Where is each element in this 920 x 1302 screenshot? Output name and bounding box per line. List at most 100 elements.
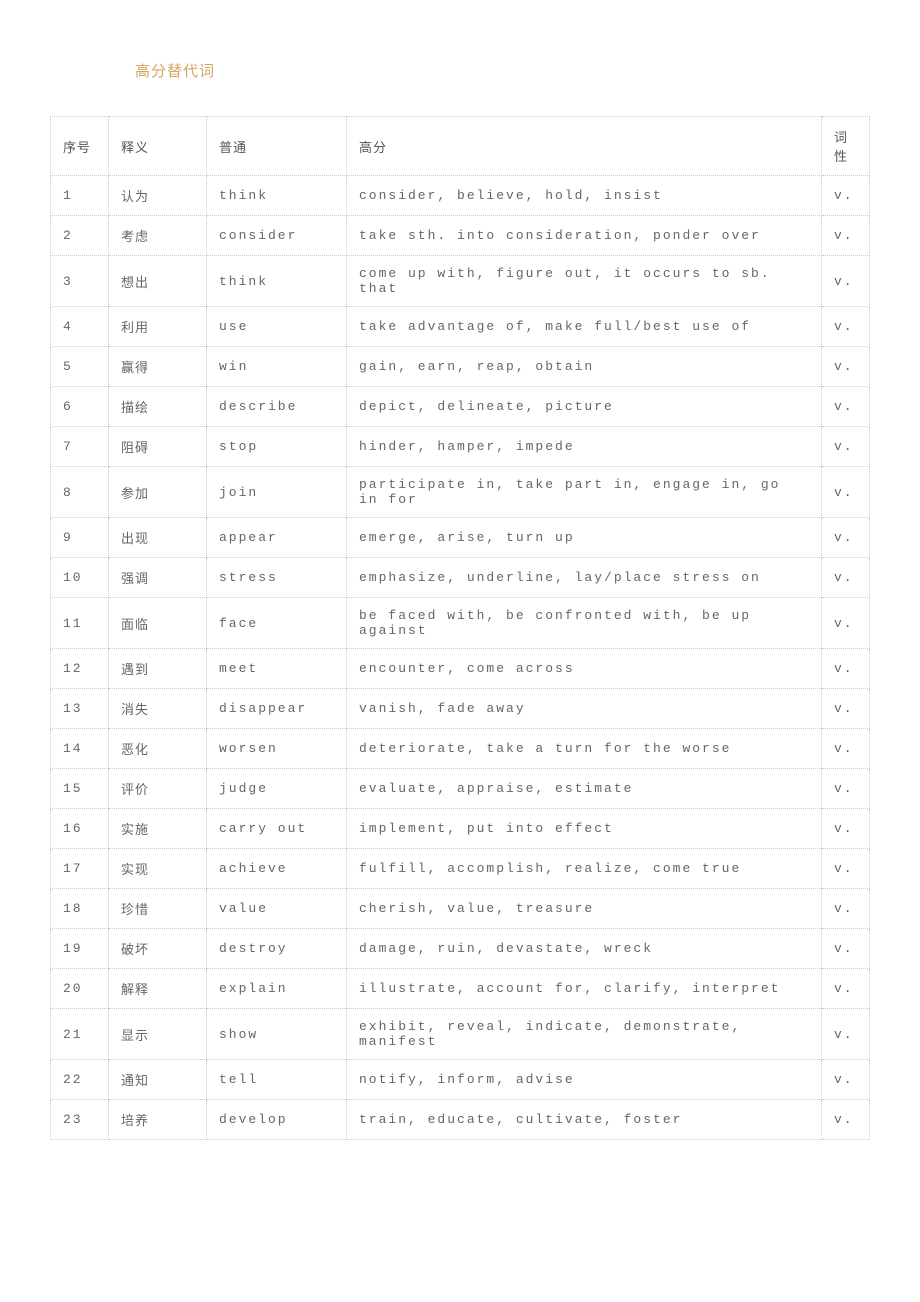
table-row: 10强调stressemphasize, underline, lay/plac…: [51, 558, 870, 598]
table-header-row: 序号 释义 普通 高分 词性: [51, 117, 870, 176]
cell-pos: v.: [822, 889, 870, 929]
cell-meaning: 通知: [109, 1060, 207, 1100]
page-title: 高分替代词: [135, 60, 870, 81]
cell-num: 5: [51, 347, 109, 387]
cell-num: 2: [51, 216, 109, 256]
cell-high: be faced with, be confronted with, be up…: [347, 598, 822, 649]
cell-pos: v.: [822, 216, 870, 256]
cell-common: join: [207, 467, 347, 518]
cell-pos: v.: [822, 809, 870, 849]
cell-num: 21: [51, 1009, 109, 1060]
table-row: 9出现appearemerge, arise, turn upv.: [51, 518, 870, 558]
cell-num: 11: [51, 598, 109, 649]
cell-pos: v.: [822, 1100, 870, 1140]
cell-common: think: [207, 176, 347, 216]
cell-high: encounter, come across: [347, 649, 822, 689]
cell-high: exhibit, reveal, indicate, demonstrate, …: [347, 1009, 822, 1060]
cell-high: depict, delineate, picture: [347, 387, 822, 427]
table-row: 13消失disappearvanish, fade awayv.: [51, 689, 870, 729]
cell-common: win: [207, 347, 347, 387]
cell-meaning: 描绘: [109, 387, 207, 427]
cell-high: cherish, value, treasure: [347, 889, 822, 929]
header-pos: 词性: [822, 117, 870, 176]
cell-common: tell: [207, 1060, 347, 1100]
table-row: 8参加joinparticipate in, take part in, eng…: [51, 467, 870, 518]
cell-pos: v.: [822, 427, 870, 467]
table-row: 16实施carry outimplement, put into effectv…: [51, 809, 870, 849]
cell-pos: v.: [822, 1060, 870, 1100]
table-row: 5赢得wingain, earn, reap, obtainv.: [51, 347, 870, 387]
cell-common: stop: [207, 427, 347, 467]
table-row: 23培养developtrain, educate, cultivate, fo…: [51, 1100, 870, 1140]
cell-common: show: [207, 1009, 347, 1060]
cell-common: stress: [207, 558, 347, 598]
cell-meaning: 培养: [109, 1100, 207, 1140]
table-row: 17实现achievefulfill, accomplish, realize,…: [51, 849, 870, 889]
cell-high: take advantage of, make full/best use of: [347, 307, 822, 347]
cell-num: 6: [51, 387, 109, 427]
cell-meaning: 评价: [109, 769, 207, 809]
cell-pos: v.: [822, 387, 870, 427]
cell-common: develop: [207, 1100, 347, 1140]
cell-common: use: [207, 307, 347, 347]
cell-meaning: 面临: [109, 598, 207, 649]
cell-num: 7: [51, 427, 109, 467]
table-row: 1认为thinkconsider, believe, hold, insistv…: [51, 176, 870, 216]
table-row: 7阻碍stophinder, hamper, impedev.: [51, 427, 870, 467]
cell-meaning: 参加: [109, 467, 207, 518]
cell-pos: v.: [822, 769, 870, 809]
cell-common: think: [207, 256, 347, 307]
cell-common: destroy: [207, 929, 347, 969]
cell-meaning: 遇到: [109, 649, 207, 689]
cell-num: 16: [51, 809, 109, 849]
header-common: 普通: [207, 117, 347, 176]
cell-high: vanish, fade away: [347, 689, 822, 729]
cell-pos: v.: [822, 969, 870, 1009]
cell-high: damage, ruin, devastate, wreck: [347, 929, 822, 969]
cell-pos: v.: [822, 347, 870, 387]
cell-pos: v.: [822, 1009, 870, 1060]
cell-num: 22: [51, 1060, 109, 1100]
cell-common: consider: [207, 216, 347, 256]
cell-num: 1: [51, 176, 109, 216]
cell-pos: v.: [822, 689, 870, 729]
cell-meaning: 消失: [109, 689, 207, 729]
cell-high: notify, inform, advise: [347, 1060, 822, 1100]
cell-num: 10: [51, 558, 109, 598]
cell-num: 9: [51, 518, 109, 558]
cell-meaning: 认为: [109, 176, 207, 216]
cell-num: 3: [51, 256, 109, 307]
table-row: 18珍惜valuecherish, value, treasurev.: [51, 889, 870, 929]
cell-common: judge: [207, 769, 347, 809]
cell-num: 4: [51, 307, 109, 347]
table-row: 12遇到meetencounter, come acrossv.: [51, 649, 870, 689]
cell-num: 8: [51, 467, 109, 518]
cell-common: face: [207, 598, 347, 649]
cell-high: take sth. into consideration, ponder ove…: [347, 216, 822, 256]
cell-pos: v.: [822, 467, 870, 518]
cell-meaning: 显示: [109, 1009, 207, 1060]
cell-meaning: 想出: [109, 256, 207, 307]
cell-meaning: 赢得: [109, 347, 207, 387]
cell-high: deteriorate, take a turn for the worse: [347, 729, 822, 769]
cell-meaning: 珍惜: [109, 889, 207, 929]
cell-high: illustrate, account for, clarify, interp…: [347, 969, 822, 1009]
cell-pos: v.: [822, 729, 870, 769]
table-row: 22通知tellnotify, inform, advisev.: [51, 1060, 870, 1100]
cell-pos: v.: [822, 307, 870, 347]
table-row: 6描绘describedepict, delineate, picturev.: [51, 387, 870, 427]
cell-meaning: 实现: [109, 849, 207, 889]
table-row: 19破坏destroydamage, ruin, devastate, wrec…: [51, 929, 870, 969]
cell-high: train, educate, cultivate, foster: [347, 1100, 822, 1140]
table-row: 3想出thinkcome up with, figure out, it occ…: [51, 256, 870, 307]
cell-meaning: 考虑: [109, 216, 207, 256]
cell-meaning: 恶化: [109, 729, 207, 769]
cell-high: emphasize, underline, lay/place stress o…: [347, 558, 822, 598]
cell-meaning: 解释: [109, 969, 207, 1009]
table-row: 21显示showexhibit, reveal, indicate, demon…: [51, 1009, 870, 1060]
header-num: 序号: [51, 117, 109, 176]
cell-common: disappear: [207, 689, 347, 729]
cell-meaning: 阻碍: [109, 427, 207, 467]
table-row: 15评价judgeevaluate, appraise, estimatev.: [51, 769, 870, 809]
cell-pos: v.: [822, 929, 870, 969]
